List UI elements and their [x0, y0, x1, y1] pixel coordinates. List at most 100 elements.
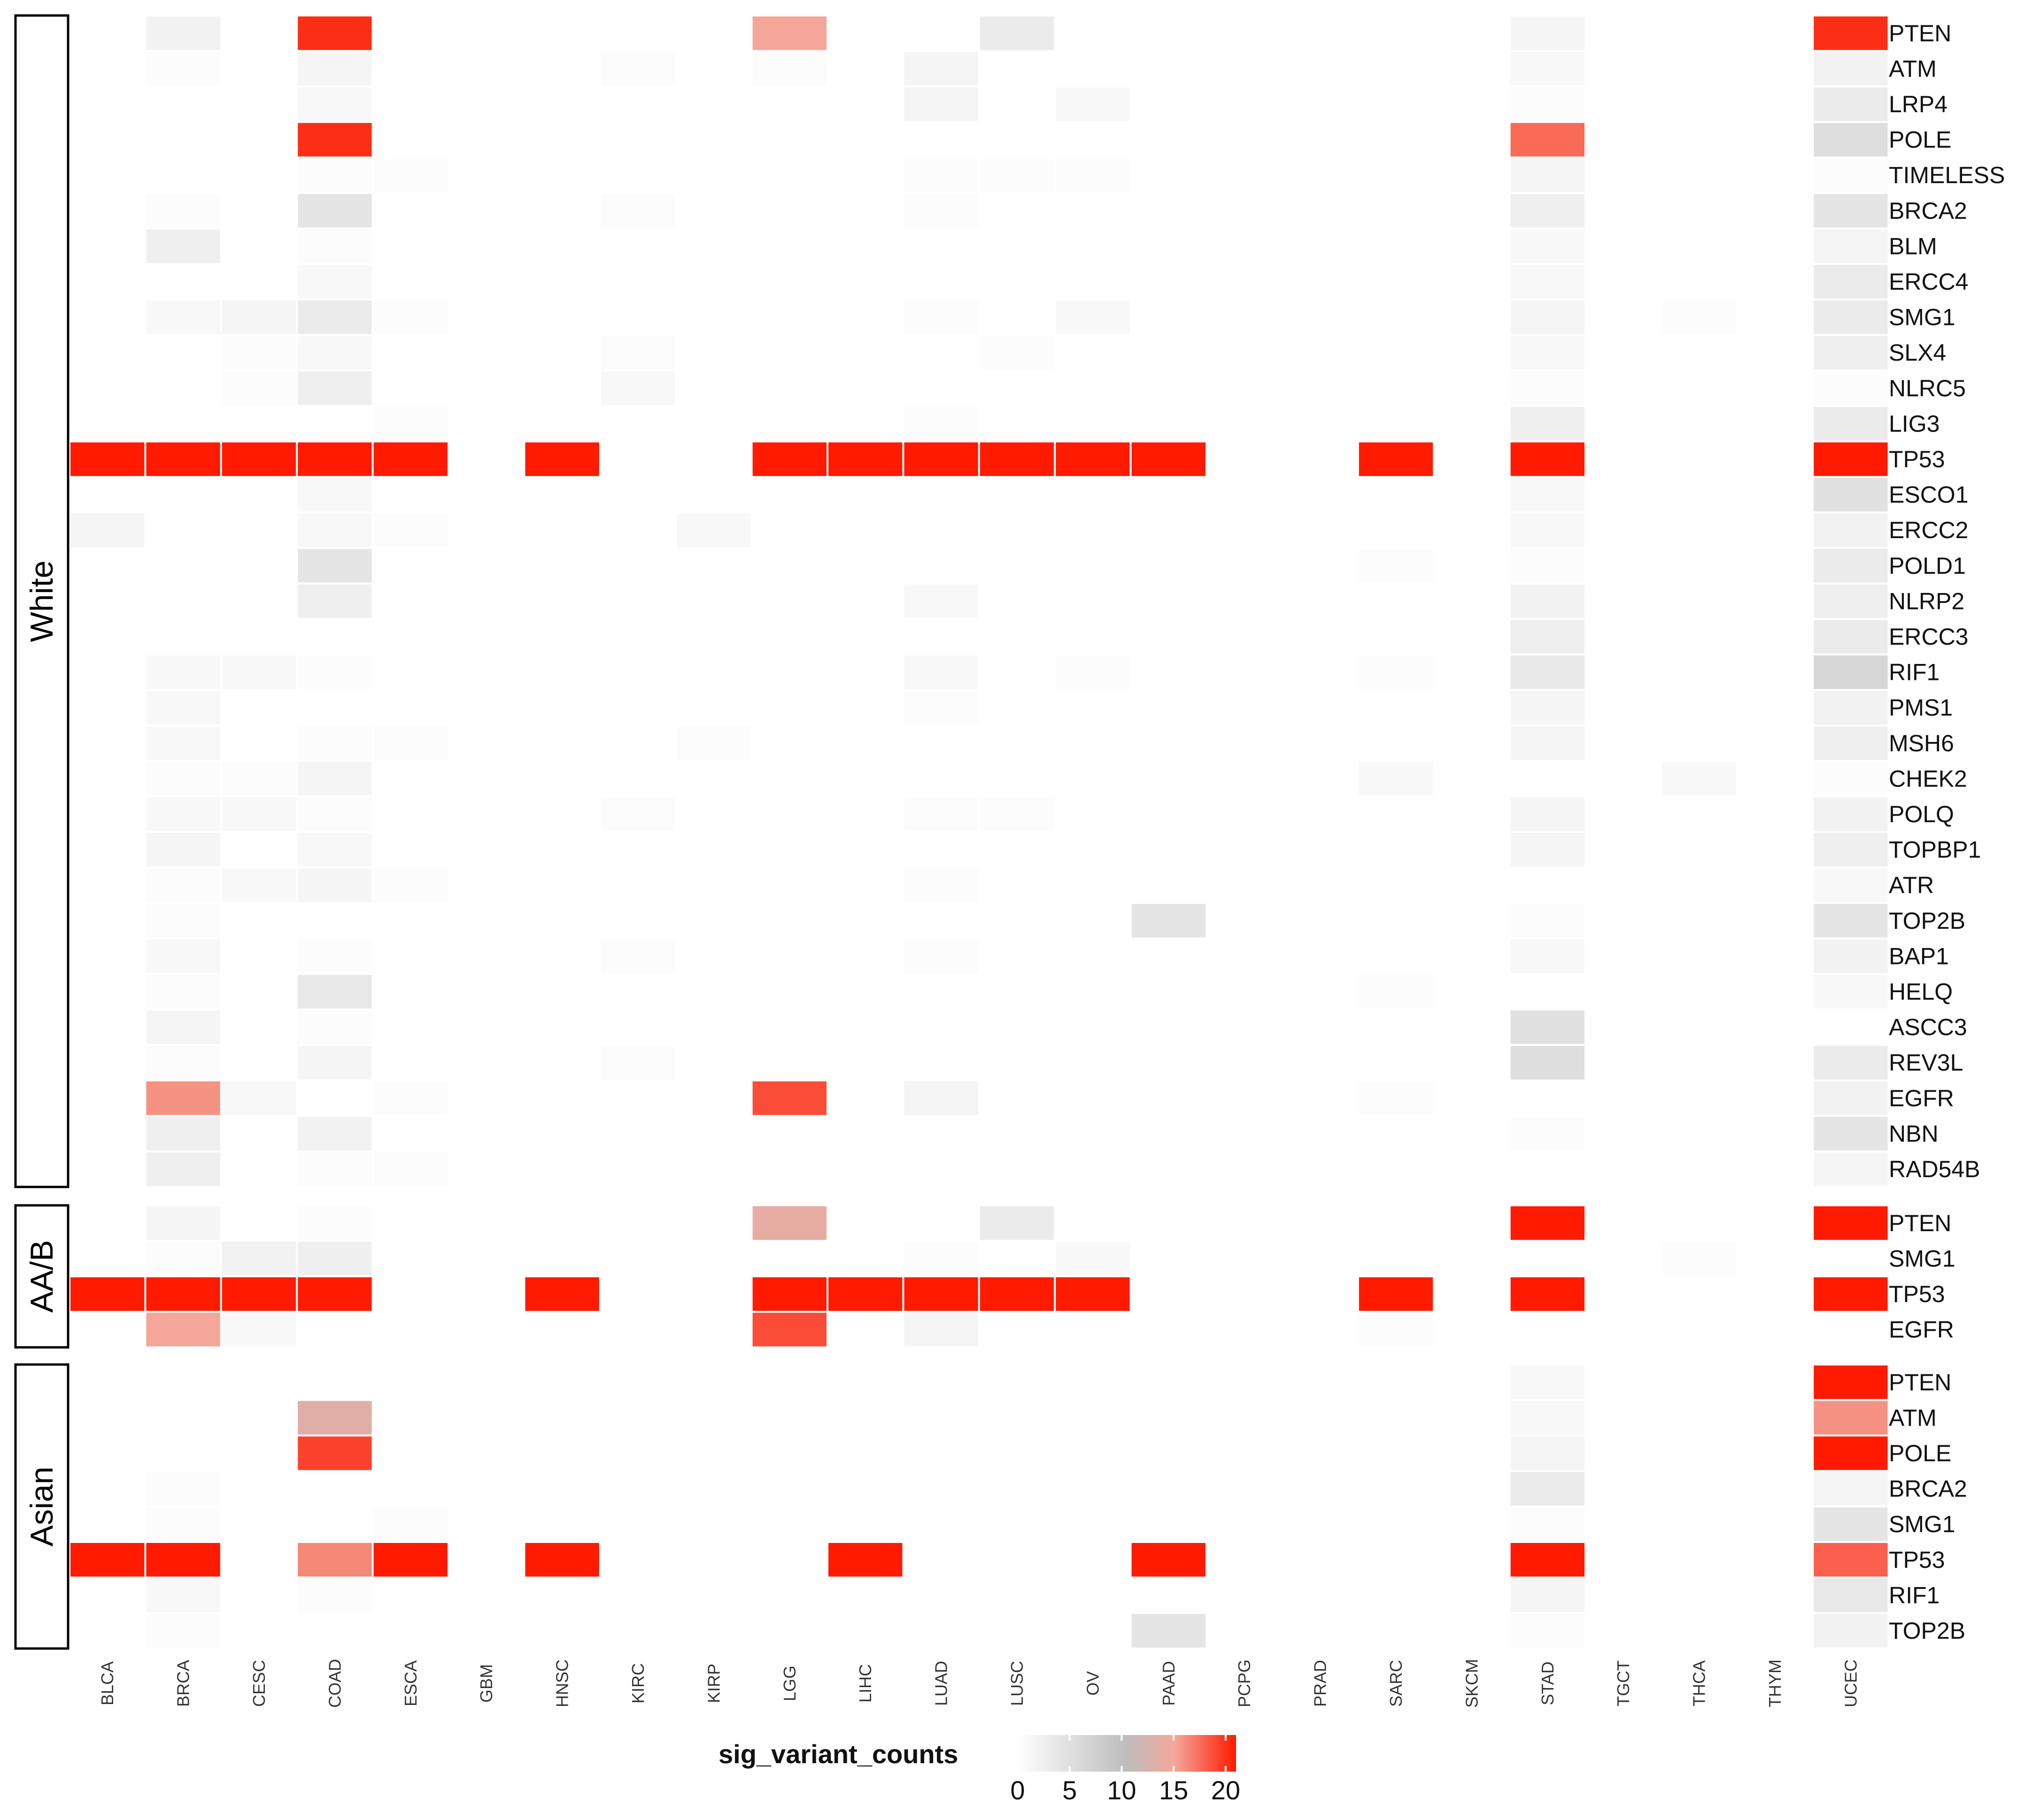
heatmap-cell — [371, 1150, 449, 1188]
column-label: SKCM — [1462, 1659, 1481, 1708]
column-label: PAAD — [1159, 1661, 1178, 1705]
heatmap-cell — [296, 511, 374, 549]
row-label: TOP2B — [1889, 1618, 1965, 1644]
heatmap-cell — [1812, 725, 1890, 762]
heatmap-cell — [144, 227, 222, 265]
heatmap-cell — [1812, 405, 1890, 443]
heatmap-cell — [978, 1275, 1056, 1313]
heatmap-cell — [1357, 440, 1435, 478]
heatmap-cell — [296, 866, 374, 904]
heatmap-cell — [1508, 121, 1587, 159]
row-label: POLE — [1889, 1440, 1951, 1466]
column-labels: BLCA BRCA CESC COAD ESCA GBM HNSC KIRC KIRP LGG LI… — [98, 1659, 1860, 1708]
heatmap-cell — [371, 511, 449, 549]
heatmap-cell — [1508, 1399, 1587, 1437]
heatmap-cell — [1812, 1612, 1890, 1650]
heatmap-cell — [69, 511, 147, 549]
column-label: LIHC — [856, 1664, 875, 1703]
heatmap-cell — [371, 725, 449, 762]
heatmap-cell — [1508, 476, 1587, 514]
heatmap-cell — [1508, 1044, 1587, 1081]
heatmap-cell — [1508, 1275, 1587, 1313]
heatmap-cell — [827, 440, 904, 478]
row-label: RIF1 — [1889, 1582, 1940, 1608]
heatmap-cell — [296, 1541, 374, 1579]
heatmap-cell — [1812, 192, 1890, 230]
heatmap-cell — [1357, 1275, 1435, 1313]
group-label: White — [24, 560, 60, 642]
heatmap-cell — [1508, 582, 1587, 620]
row-label: TOPBP1 — [1889, 837, 1981, 863]
heatmap-cell — [296, 1008, 374, 1046]
row-label: BAP1 — [1889, 943, 1949, 969]
heatmap-cell — [296, 85, 374, 123]
heatmap-cell — [1508, 1612, 1587, 1650]
heatmap-cell — [69, 1275, 147, 1313]
column-label: LGG — [780, 1666, 799, 1701]
heatmap-cell — [220, 1240, 298, 1278]
heatmap-cell — [1054, 156, 1132, 194]
heatmap-cell — [296, 1399, 374, 1437]
heatmap-cell — [599, 1044, 677, 1081]
heatmap-cell — [371, 866, 449, 904]
heatmap-cell — [599, 370, 677, 407]
heatmap-cell — [523, 1541, 601, 1579]
row-label: BRCA2 — [1889, 198, 1967, 224]
column-label: STAD — [1538, 1661, 1557, 1705]
row-label: POLQ — [1889, 801, 1954, 827]
heatmap-cell — [1812, 476, 1890, 514]
heatmap-cell — [1812, 156, 1890, 194]
heatmap-cell — [1357, 1080, 1435, 1117]
heatmap-cell — [1508, 689, 1587, 727]
heatmap-cell — [144, 1008, 222, 1046]
heatmap-cell — [296, 227, 374, 265]
row-label: POLD1 — [1889, 553, 1966, 579]
row-label: ATM — [1889, 55, 1937, 82]
heatmap-cell — [902, 689, 980, 727]
column-label: GBM — [477, 1664, 496, 1703]
heatmap-cell — [296, 760, 374, 798]
column-label: LUAD — [932, 1661, 951, 1706]
heatmap-cell — [1812, 511, 1890, 549]
heatmap-cell — [1508, 1470, 1587, 1508]
row-labels: PTEN ATM LRP4 POLE TIMELESS BRCA2 BLM ERCC4 SMG1… — [1889, 20, 2005, 1644]
heatmap-cell — [1508, 50, 1587, 88]
heatmap-cell — [1660, 298, 1738, 336]
heatmap-cell — [220, 653, 298, 691]
heatmap-cell — [1508, 725, 1587, 762]
heatmap-cell — [1812, 1275, 1890, 1313]
heatmap-cell — [1508, 1115, 1587, 1153]
heatmap-cell — [1812, 263, 1890, 301]
row-label: SMG1 — [1889, 304, 1955, 331]
column-label: COAD — [325, 1659, 344, 1708]
row-label: BLM — [1889, 233, 1937, 259]
heatmap-cell — [144, 653, 222, 691]
heatmap-cell — [220, 370, 298, 407]
column-label: BLCA — [98, 1661, 117, 1705]
heatmap-cell — [1660, 1240, 1738, 1278]
row-label: ASCC3 — [1889, 1014, 1967, 1041]
heatmap-cell — [1812, 1576, 1890, 1614]
heatmap-cell — [296, 1150, 374, 1188]
heatmap-cell — [1812, 689, 1890, 727]
heatmap-cell — [599, 795, 677, 833]
heatmap-cell — [902, 937, 980, 975]
heatmap-cell — [1508, 653, 1587, 691]
heatmap-cell — [296, 1240, 374, 1278]
legend-tick-label: 0 — [1010, 1775, 1025, 1805]
heatmap-cell — [220, 298, 298, 336]
heatmap-cell — [902, 795, 980, 833]
heatmap-cell — [902, 653, 980, 691]
heatmap-cell — [296, 937, 374, 975]
heatmap-cell — [1054, 1275, 1132, 1313]
heatmap-cell — [1812, 85, 1890, 123]
row-label: CHEK2 — [1889, 765, 1967, 792]
heatmap-cell — [296, 370, 374, 407]
heatmap-cell — [599, 937, 677, 975]
heatmap-cell — [1508, 1364, 1587, 1401]
heatmap-cell — [599, 50, 677, 88]
heatmap-cell — [1812, 866, 1890, 904]
group-label: AA/B — [24, 1240, 60, 1313]
heatmap-cell — [144, 1541, 222, 1579]
heatmap-cell — [750, 1311, 828, 1349]
